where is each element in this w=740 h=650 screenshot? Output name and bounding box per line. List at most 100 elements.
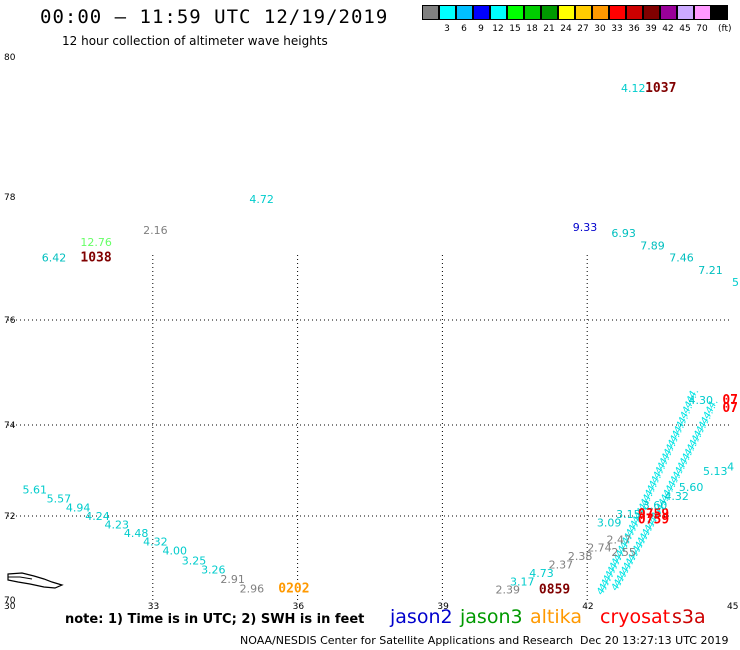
legend-label: 15 bbox=[509, 24, 521, 34]
wave-height-label: 7.46 bbox=[669, 252, 694, 265]
lat-tick-label: 78 bbox=[4, 193, 16, 203]
legend-swatch bbox=[456, 5, 473, 20]
legend-swatch bbox=[609, 5, 626, 20]
coastline bbox=[7, 572, 64, 589]
credit-text: NOAA/NESDIS Center for Satellite Applica… bbox=[240, 634, 574, 647]
wave-height-label: 4.00 bbox=[162, 545, 187, 558]
lon-tick-label: 36 bbox=[293, 602, 305, 612]
time-label: 07 bbox=[722, 393, 738, 408]
satellite-name: jason2 bbox=[390, 606, 453, 628]
wave-height-label: 3.26 bbox=[201, 564, 226, 577]
wave-height-label: 2.96 bbox=[240, 582, 265, 595]
satellite-name: s3a bbox=[672, 606, 706, 628]
latitude-labels: 80 78 76 74 72 70 bbox=[4, 53, 16, 606]
wave-height-label: 2.74 bbox=[587, 542, 612, 555]
wave-height-label: 2.55 bbox=[611, 546, 636, 559]
legend-swatch bbox=[490, 5, 507, 20]
wave-height-label: 9.33 bbox=[573, 221, 598, 234]
lon-tick-label: 45 bbox=[727, 602, 738, 612]
wave-height-label: 2.39 bbox=[495, 584, 520, 597]
wave-height-label: 6.93 bbox=[611, 227, 636, 240]
wave-height-label: 4.23 bbox=[105, 519, 129, 532]
wave-height-label: 4.32 bbox=[143, 535, 168, 548]
wave-height-label: 7.21 bbox=[698, 264, 723, 277]
legend-unit: (ft) bbox=[718, 24, 732, 34]
legend-swatch bbox=[524, 5, 541, 20]
wave-height-label: 2.91 bbox=[220, 573, 245, 586]
legend-label: 70 bbox=[696, 24, 708, 34]
legend-label: 9 bbox=[478, 24, 484, 34]
legend-swatch bbox=[643, 5, 660, 20]
lat-tick-label: 70 bbox=[4, 596, 16, 606]
legend-label: 6 bbox=[461, 24, 467, 34]
graticule bbox=[8, 255, 732, 600]
legend-swatch bbox=[592, 5, 609, 20]
wave-height-label: 7.89 bbox=[640, 239, 665, 252]
lat-tick-label: 72 bbox=[4, 512, 15, 522]
wave-height-label: 6.42 bbox=[42, 252, 67, 265]
longitude-labels: 30 33 36 39 42 45 bbox=[4, 602, 738, 612]
legend-label: 18 bbox=[526, 24, 538, 34]
wave-height-label: 4.72 bbox=[249, 193, 273, 206]
wave-height-label: 2.16 bbox=[143, 224, 168, 237]
satellite-name: altika bbox=[530, 606, 582, 628]
satellite-tracks: 4.4.4.4.4.4.4.4.4.4.4.4.4.4.4.4.4.4.4.4.… bbox=[595, 386, 720, 597]
lon-tick-label: 33 bbox=[148, 602, 159, 612]
lat-tick-label: 74 bbox=[4, 421, 16, 431]
time-label: 0202 bbox=[278, 581, 309, 596]
wave-height-label: 5.61 bbox=[22, 483, 47, 496]
legend-label: 42 bbox=[662, 24, 674, 34]
time-label: 0859 bbox=[539, 583, 570, 598]
legend-swatch bbox=[558, 5, 575, 20]
legend-swatch bbox=[439, 5, 456, 20]
wave-height-label: 3.09 bbox=[597, 517, 622, 530]
page-title: 00:00 – 11:59 UTC 12/19/2019 bbox=[40, 6, 389, 28]
legend-label: 3 bbox=[444, 24, 450, 34]
page-subtitle: 12 hour collection of altimeter wave hei… bbox=[62, 34, 328, 48]
wave-height-label: 4.73 bbox=[529, 567, 554, 580]
legend-swatch bbox=[677, 5, 694, 20]
satellite-name: cryosat bbox=[600, 606, 671, 628]
wave-height-label: 3.25 bbox=[182, 554, 207, 567]
legend-label: 39 bbox=[645, 24, 657, 34]
legend-swatch bbox=[711, 5, 728, 20]
legend-label: 30 bbox=[594, 24, 606, 34]
legend-swatch bbox=[422, 5, 439, 20]
wave-height-label: 2.37 bbox=[549, 559, 574, 572]
time-label: 0759 bbox=[638, 513, 669, 528]
time-label: 0759 bbox=[638, 507, 669, 522]
wave-height-label: 4 bbox=[727, 461, 734, 474]
lat-tick-label: 76 bbox=[4, 316, 16, 326]
legend-label: 21 bbox=[543, 24, 555, 34]
timestamp-text: Dec 20 13:27:13 UTC 2019 bbox=[580, 634, 729, 647]
time-label: 07 bbox=[722, 401, 738, 416]
legend-swatch bbox=[541, 5, 558, 20]
wave-height-label: 4.24 bbox=[85, 510, 110, 523]
wave-height-label: 3.17 bbox=[510, 575, 535, 588]
wave-height-label: 2.47 bbox=[607, 533, 632, 546]
legend-swatch bbox=[626, 5, 643, 20]
legend-label: 27 bbox=[577, 24, 589, 34]
legend-label: 45 bbox=[679, 24, 691, 34]
legend-swatch bbox=[473, 5, 490, 20]
wave-height-labels: 4.12 1037 4.72 2.16 12.76 6.42 1038 9.33 6.93 7.8… bbox=[22, 81, 739, 598]
wave-height-label: 4.32 bbox=[664, 490, 689, 503]
wave-height-label: 5.13 bbox=[703, 465, 728, 478]
wave-height-label: 5.57 bbox=[47, 492, 72, 505]
time-label: 1037 bbox=[645, 81, 676, 96]
wave-height-label: 5 bbox=[732, 276, 739, 289]
wave-height-label: 5.60 bbox=[679, 481, 704, 494]
coastline-shape bbox=[7, 572, 64, 589]
legend-swatch bbox=[694, 5, 711, 20]
wave-height-label: 2.38 bbox=[568, 550, 593, 563]
legend-label: 12 bbox=[492, 24, 504, 34]
wave-height-label: 12.76 bbox=[80, 236, 112, 249]
legend-label: 24 bbox=[560, 24, 572, 34]
lon-tick-label: 39 bbox=[437, 602, 449, 612]
legend-swatch bbox=[507, 5, 524, 20]
wave-height-label: 4.94 bbox=[66, 501, 91, 514]
wave-height-label: 4.30 bbox=[689, 394, 714, 407]
wave-height-label: 3.15 bbox=[616, 508, 641, 521]
legend-label: 36 bbox=[628, 24, 640, 34]
